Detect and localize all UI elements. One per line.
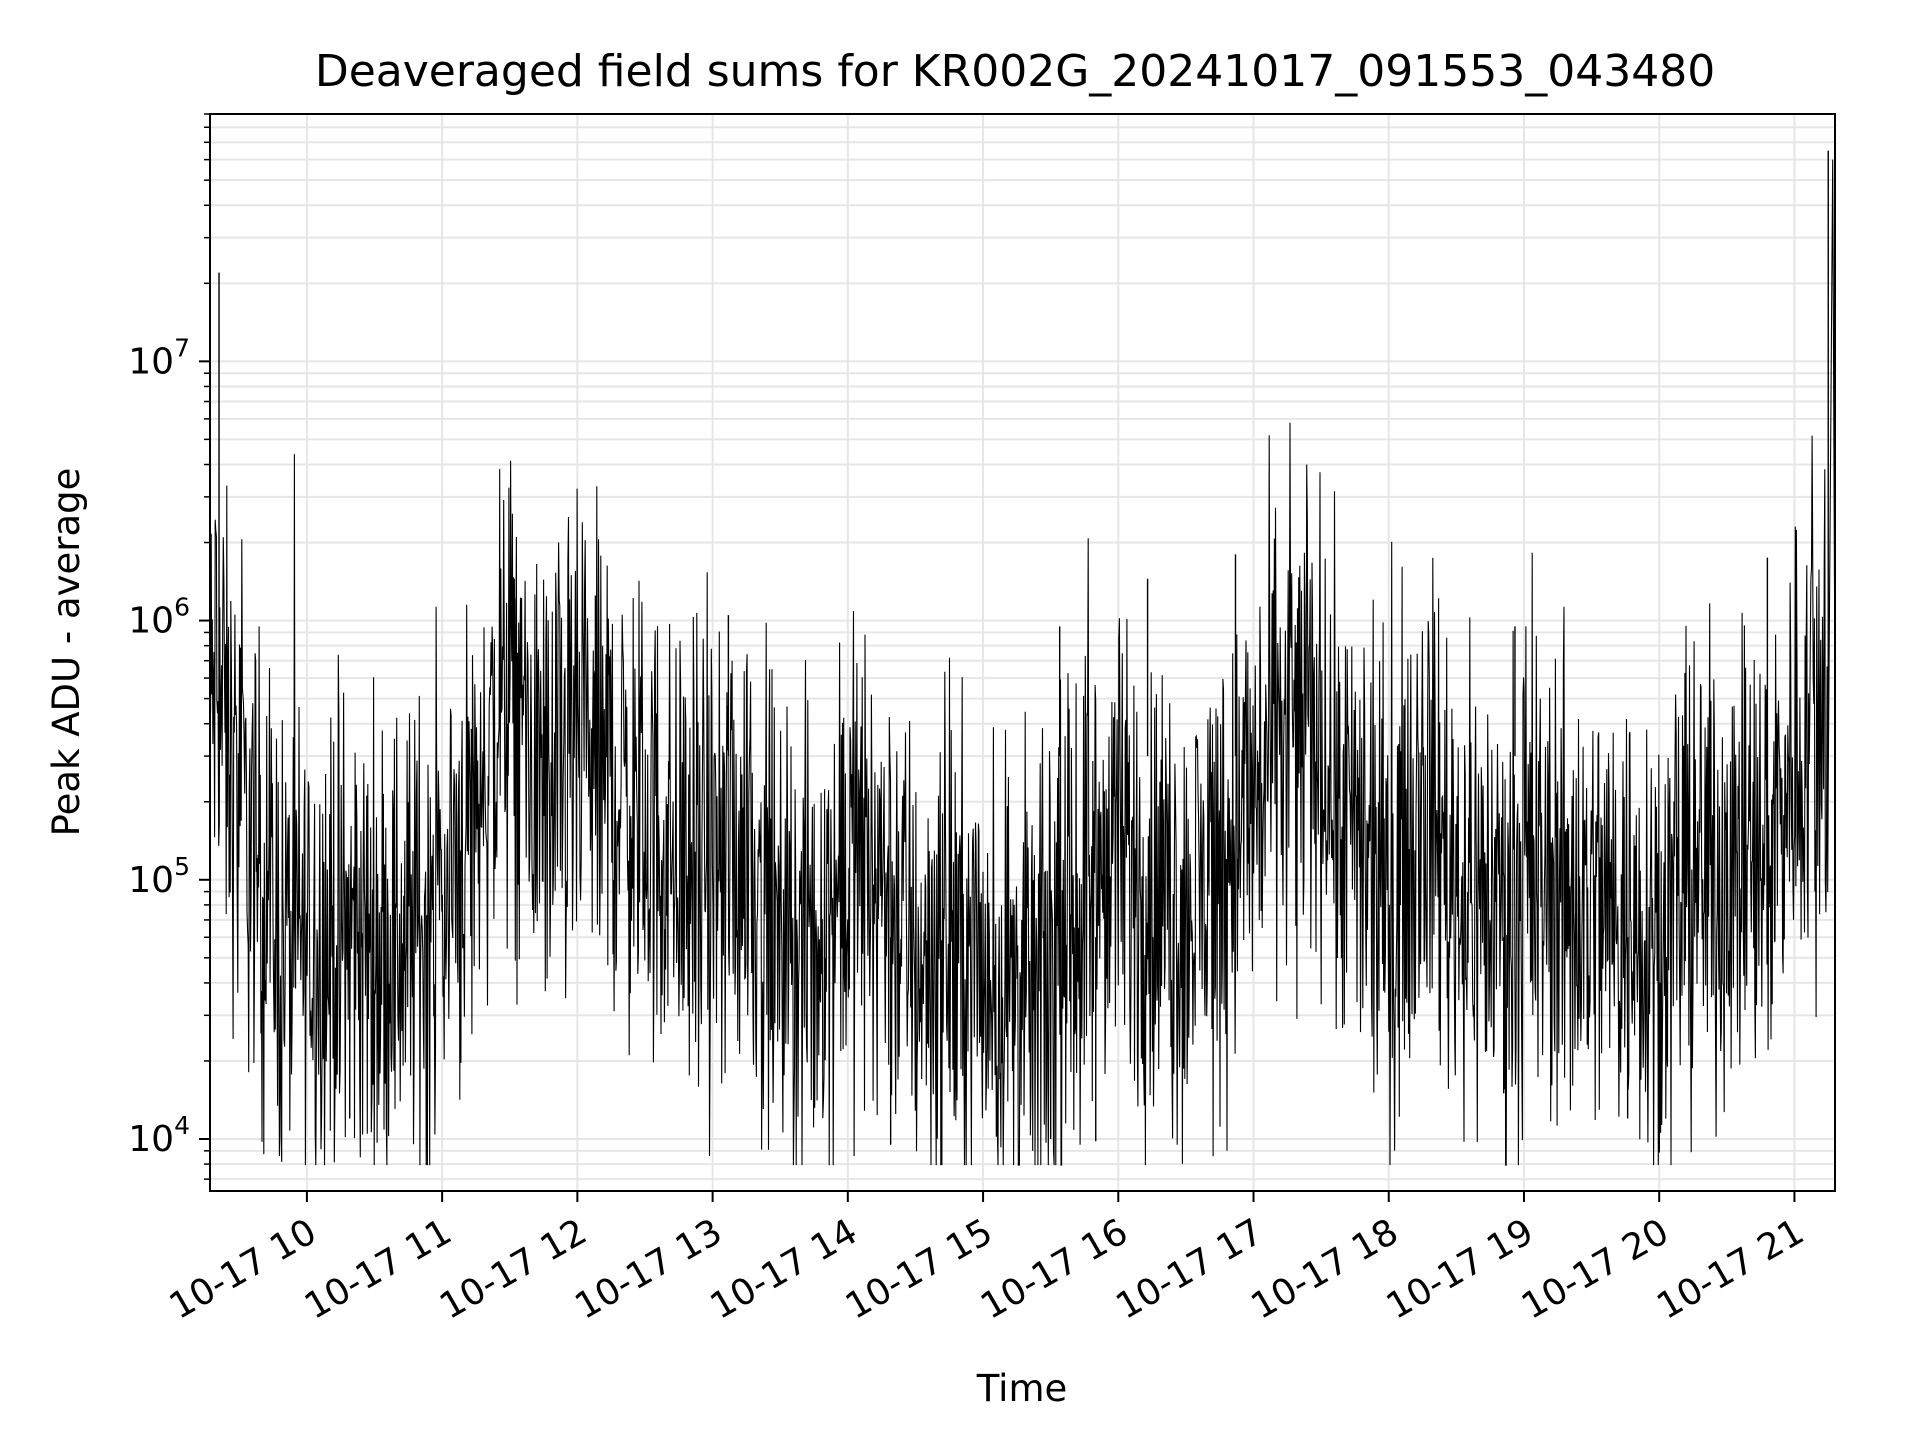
- y-tick-label: 105: [128, 852, 190, 901]
- series-group: [209, 150, 1836, 1166]
- series-line: [209, 159, 1836, 1166]
- y-tick-label: 106: [128, 593, 190, 642]
- x-axis-label: Time: [976, 1367, 1068, 1410]
- y-tick-label: 107: [128, 333, 190, 382]
- plot-frame: [209, 113, 1836, 1192]
- y-axis-label: Peak ADU - average: [45, 468, 88, 837]
- y-tick-label: 104: [128, 1111, 190, 1160]
- y-axis-ticks: 104 105 106 107: [128, 113, 210, 1180]
- chart-title: Deaveraged field sums for KR002G_2024101…: [315, 46, 1715, 97]
